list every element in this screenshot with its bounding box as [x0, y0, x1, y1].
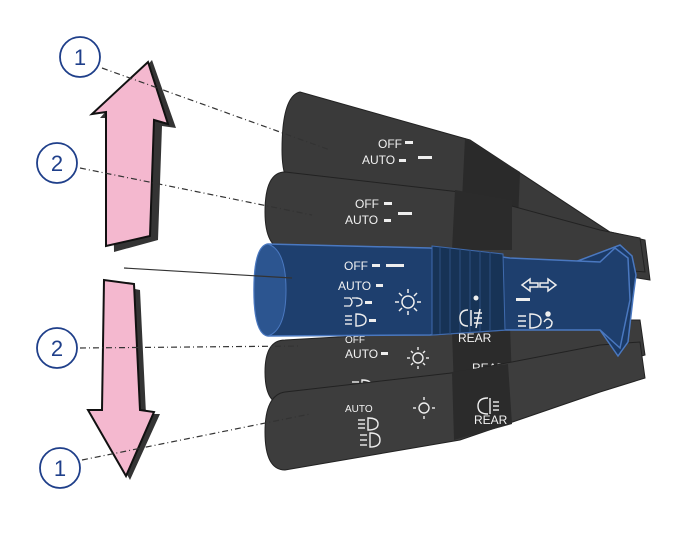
arrow-down	[86, 278, 160, 480]
rear-fog-icon	[459, 308, 482, 329]
callout-top: 1	[59, 36, 101, 78]
stalk-ghost-bottom: AUTO REAR	[264, 341, 646, 471]
callout-upper: 2	[36, 142, 78, 184]
low-beam-icon	[345, 313, 376, 327]
stalk-ghost-bottom-auto: AUTO	[345, 404, 373, 415]
position-light-icon	[344, 297, 372, 307]
stalk-ghost-bottom-rear: REAR	[474, 413, 508, 427]
ring-indicator-dot	[473, 295, 479, 301]
stalk-ghost-upper-auto: AUTO	[345, 213, 378, 227]
auto-high-beam-icon	[518, 311, 553, 329]
sun-icon	[395, 289, 421, 315]
turn-signal-icon	[520, 277, 558, 293]
stalk-ghost-top-off: OFF	[378, 137, 402, 151]
leader-line-top	[101, 67, 331, 151]
stalk-active: OFF AUTO	[253, 243, 637, 358]
arrow-up	[88, 60, 176, 252]
leader-lines	[79, 67, 331, 461]
callout-bottom-label: 1	[54, 456, 66, 481]
rear-fog-icon	[477, 397, 499, 415]
leader-line-center	[123, 267, 293, 279]
stalk-active-auto: AUTO	[338, 279, 371, 293]
stalk-ghost-top-auto: AUTO	[362, 153, 395, 167]
low-beam-icon	[358, 417, 381, 448]
sun-icon	[413, 397, 435, 419]
callout-lower-label: 2	[51, 336, 63, 361]
callout-upper-label: 2	[51, 151, 63, 176]
stalk-ghost-lower-auto: AUTO	[345, 347, 378, 361]
callout-lower: 2	[36, 327, 78, 369]
stalk-active-rear: REAR	[458, 331, 492, 345]
callout-bottom: 1	[39, 447, 81, 489]
leader-line-upper	[79, 167, 313, 216]
leader-line-lower	[79, 345, 301, 349]
stalk-ghost-lower-off: OFF	[345, 335, 365, 346]
stalk-active-off: OFF	[344, 259, 368, 273]
sun-icon	[407, 347, 429, 369]
callout-top-label: 1	[74, 45, 86, 70]
stalk-ghost-upper-off: OFF	[355, 197, 379, 211]
